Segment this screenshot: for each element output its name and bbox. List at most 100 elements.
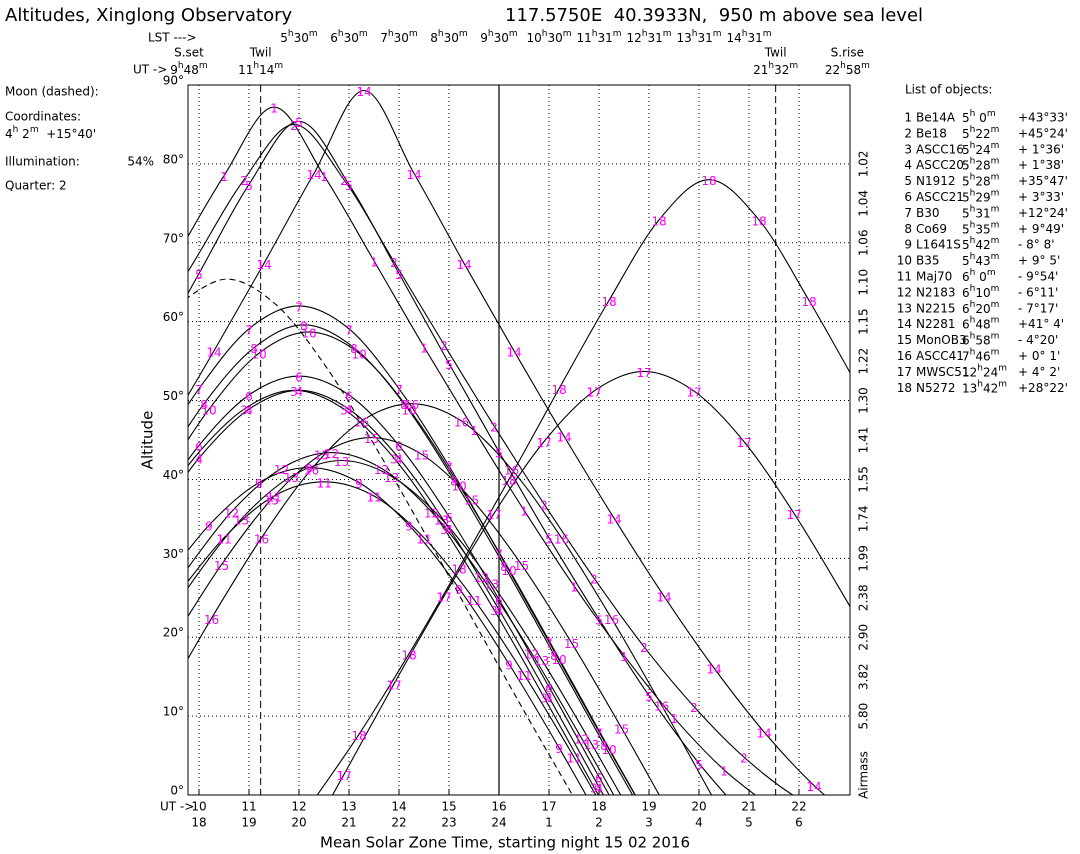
curve-label: 17 [636, 366, 651, 380]
object-ra: 6h 0m [962, 268, 996, 284]
curve-label: 6 [545, 681, 553, 695]
x-tick-label: 18 [191, 816, 206, 830]
curve-label: 6 [595, 771, 603, 785]
object-id: 2 [904, 126, 912, 140]
object-name: B35 [916, 254, 940, 268]
x-tick-label: 23 [441, 816, 456, 830]
site-info: 117.5750E 40.3933N, 950 m above sea leve… [505, 5, 923, 26]
object-dec: +41° 4' [1018, 317, 1064, 331]
object-name: N5272 [916, 381, 956, 395]
airmass-label: 1.99 [857, 545, 871, 572]
airmass-label: 1.10 [857, 269, 871, 296]
curve-label: 4 [445, 523, 453, 537]
curve-label: 11 [366, 491, 381, 505]
list-title: List of objects: [905, 83, 992, 97]
curve-label: 2 [490, 420, 498, 434]
ut-prefix: UT -> [160, 800, 194, 814]
curve-label: 18 [351, 729, 366, 743]
object-dec: - 6°11' [1018, 285, 1058, 299]
curve-label: 12 [524, 648, 539, 662]
curve-label: 13 [334, 455, 349, 469]
curve-label: 10 [251, 348, 266, 362]
curve-label: 2 [540, 498, 548, 512]
ut-tick-label: 18 [591, 800, 606, 814]
moon-quarter: Quarter: 2 [5, 179, 67, 193]
object-ra: 5h43m [962, 252, 999, 268]
curve-label: 12 [274, 463, 289, 477]
curve-label: 14 [806, 780, 821, 794]
curve-label: 18 [501, 474, 516, 488]
airmass-label: 1.06 [857, 229, 871, 256]
curve-label: 10 [451, 479, 466, 493]
curve-label: 15 [314, 449, 329, 463]
curve-label: 14 [606, 513, 621, 527]
curve-label: 11 [266, 491, 281, 505]
curve-label: 18 [801, 295, 816, 309]
curve-label: 9 [255, 477, 263, 491]
x-tick-label: 22 [391, 816, 406, 830]
curve-label: 7 [445, 461, 453, 475]
object-name: N2281 [916, 317, 956, 331]
altitude-curve [188, 324, 634, 795]
curve-label: 17 [686, 386, 701, 400]
altitude-curve [316, 179, 850, 795]
object-name: N2183 [916, 285, 956, 299]
curve-label: 16 [254, 532, 269, 546]
curve-label: 8 [400, 398, 408, 412]
curve-label: 1 [670, 712, 678, 726]
curve-label: 15 [264, 494, 279, 508]
curve-label: 11 [466, 594, 481, 608]
object-name: B30 [916, 206, 940, 220]
curve-label: 4 [195, 453, 203, 467]
curve-label: 2 [740, 752, 748, 766]
curve-label: 11 [516, 669, 531, 683]
curve-label: 5 [345, 179, 353, 193]
object-name: Co69 [916, 222, 947, 236]
object-ra: 5h24m [962, 140, 999, 156]
curve-label: 11 [216, 532, 231, 546]
altitude-curve [331, 370, 850, 795]
y-tick-label: 40° [163, 468, 184, 482]
x-tick-label: 19 [241, 816, 256, 830]
altitude-curve [188, 403, 713, 795]
object-ra: 5h22m [962, 124, 999, 140]
curve-label: 8 [300, 319, 308, 333]
object-id: 7 [904, 206, 912, 220]
curve-label: 9 [205, 520, 213, 534]
curve-label: 1 [720, 764, 728, 778]
object-ra: 5h29m [962, 188, 999, 204]
curve-label: 14 [756, 726, 771, 740]
curve-label: 14 [256, 258, 271, 272]
object-id: 4 [904, 158, 912, 172]
x-tick-label: 5 [745, 816, 753, 830]
curve-label: 18 [451, 562, 466, 576]
ut-tick-label: 16 [491, 800, 506, 814]
curve-label: 18 [701, 174, 716, 188]
ut-tick-label: 19 [641, 800, 656, 814]
curve-label: 8 [600, 739, 608, 753]
curve-label: 13 [534, 654, 549, 668]
object-dec: - 4°20' [1018, 333, 1058, 347]
lst-prefix: LST ---> [148, 31, 197, 45]
object-ra: 7h46m [962, 347, 999, 363]
curve-label: 12 [474, 571, 489, 585]
curve-label: 7 [395, 383, 403, 397]
curve-label: 6 [245, 390, 253, 404]
object-dec: +43°33' [1018, 111, 1068, 125]
object-dec: + 4° 2' [1018, 365, 1060, 379]
curve-label: 16 [354, 416, 369, 430]
curve-label: 2 [440, 339, 448, 353]
object-ra: 6h58m [962, 331, 999, 347]
curve-label: 14 [356, 85, 371, 99]
object-id: 6 [904, 190, 912, 204]
curve-label: 13 [484, 577, 499, 591]
curve-label: 2 [390, 256, 398, 270]
curve-label: 11 [316, 476, 331, 490]
curve-label: 10 [551, 653, 566, 667]
event-time: 21h32m [753, 61, 798, 77]
object-id: 17 [897, 365, 912, 379]
curve-label: 7 [595, 726, 603, 740]
x-tick-label: 3 [645, 816, 653, 830]
curve-label: 1 [420, 341, 428, 355]
x-tick-label: 1 [545, 816, 553, 830]
